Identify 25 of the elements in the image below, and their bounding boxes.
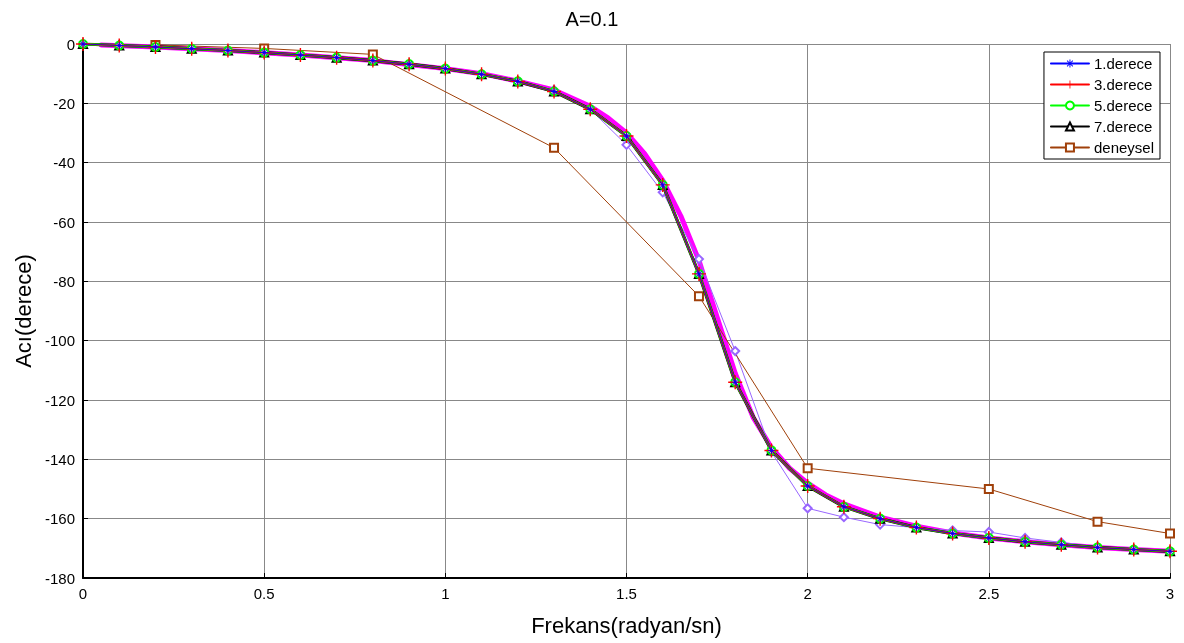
x-tick-label: 3 (1165, 585, 1175, 602)
legend-label: 1.derece (1093, 55, 1153, 72)
x-tick-label: 2 (803, 585, 812, 602)
y-axis-title: Acı(derece) (10, 254, 36, 368)
y-tick-label: -140 (44, 450, 75, 468)
x-tick-label: 2.5 (978, 585, 1000, 602)
legend-label: 3.derece (1093, 76, 1153, 93)
y-tick-label: 0 (66, 35, 75, 53)
y-tick-label: -120 (44, 391, 75, 409)
legend-label: 5.derece (1093, 97, 1153, 114)
chart-title: A=0.1 (565, 8, 619, 30)
y-tick-label: -80 (53, 272, 75, 290)
y-tick-label: -20 (53, 94, 75, 112)
y-tick-label: -180 (44, 569, 75, 587)
x-tick-label: 1.5 (616, 585, 637, 602)
legend-label: deneysel (1093, 139, 1154, 156)
x-axis-title: Frekans(radyan/sn) (531, 612, 722, 638)
x-tick-label: 1 (441, 585, 450, 602)
legend-label: 7.derece (1093, 118, 1153, 135)
x-tick-label: 0 (78, 585, 88, 602)
x-tick-label: 0.5 (253, 585, 275, 602)
y-tick-label: -100 (44, 332, 75, 350)
y-tick-label: -40 (53, 154, 75, 172)
y-tick-label: -160 (44, 510, 75, 528)
y-tick-label: -60 (53, 213, 75, 231)
